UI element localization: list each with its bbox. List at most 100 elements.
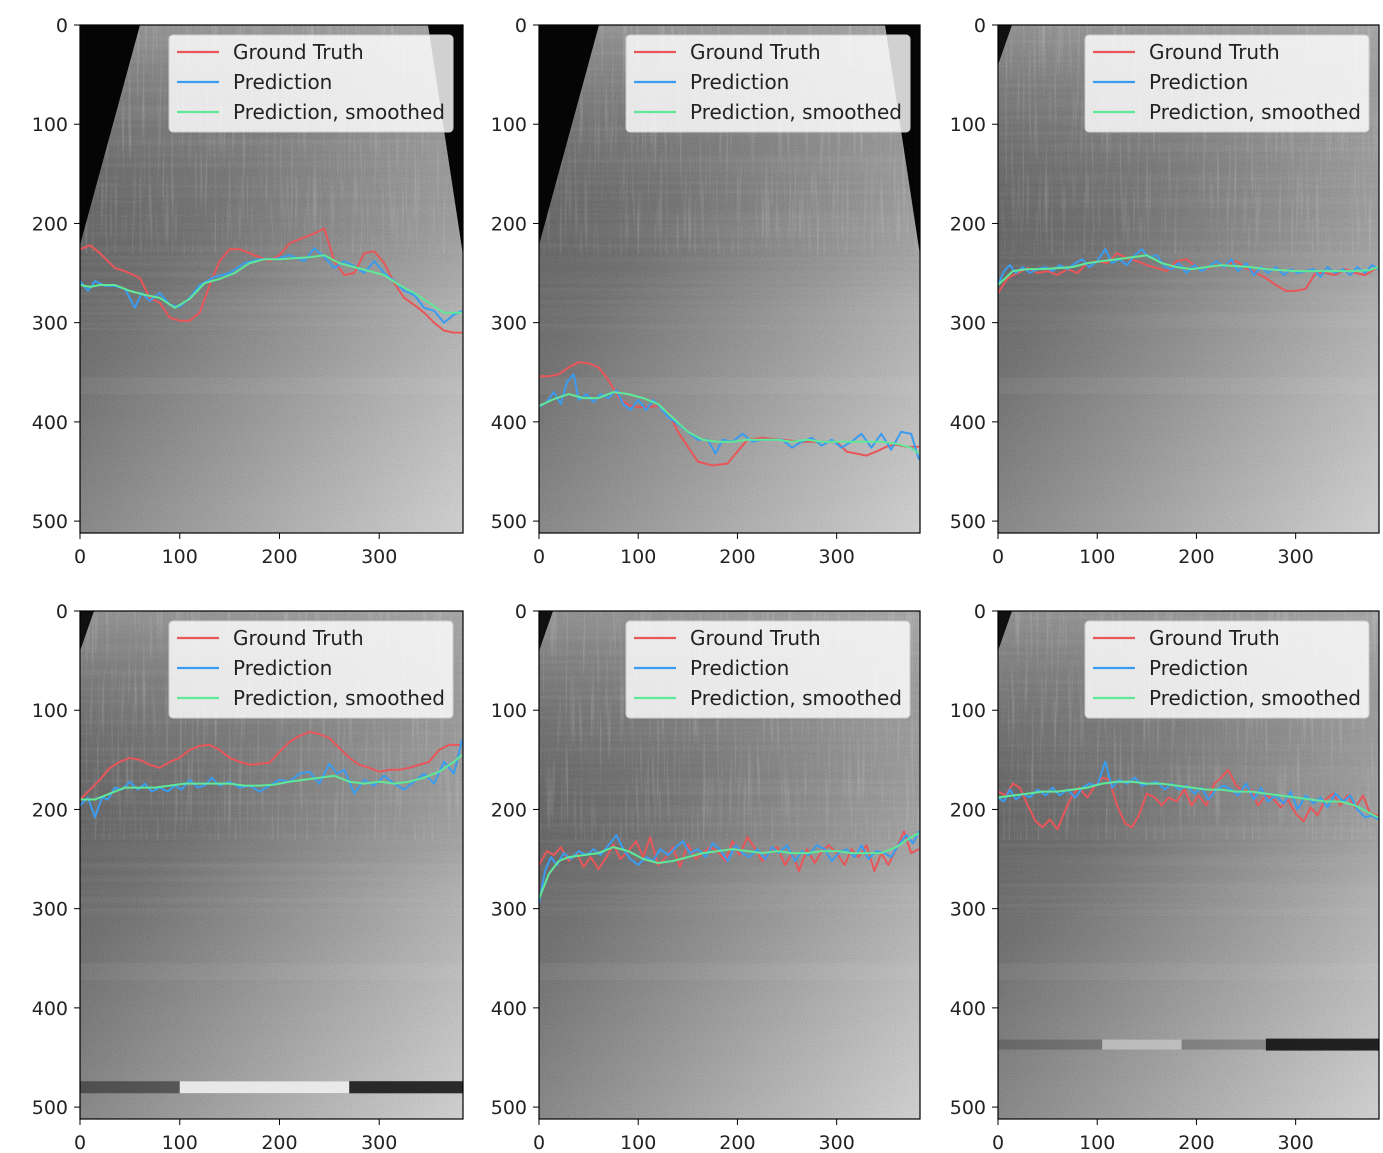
y-tick-label: 300: [491, 899, 527, 921]
x-tick-label: 0: [74, 546, 86, 568]
x-tick-label: 100: [1079, 1132, 1115, 1153]
y-tick-label: 0: [974, 601, 986, 623]
axes-frame: [538, 24, 921, 534]
series-line-prediction-smoothed: [80, 754, 463, 801]
legend-box: [168, 34, 454, 133]
subplot-4: 0 100 200 300 400 500 0 100 200 300 Ground Truth Pr…: [32, 601, 464, 1153]
series-line-prediction-smoothed: [539, 832, 920, 900]
y-tick-label: 0: [515, 15, 527, 37]
legend: Ground Truth Prediction Prediction, smooth…: [168, 620, 454, 719]
y-tick-label: 400: [950, 412, 986, 434]
series-line-prediction-smoothed: [998, 780, 1379, 819]
legend-label: Prediction: [1149, 656, 1248, 680]
axes-frame: [79, 24, 464, 534]
x-tick-label: 300: [361, 1132, 397, 1153]
y-tick-label: 100: [950, 114, 986, 136]
y-tick-label: 300: [950, 313, 986, 335]
x-tick-label: 0: [533, 546, 545, 568]
legend-label: Ground Truth: [1149, 626, 1280, 650]
y-tick-label: 400: [32, 412, 68, 434]
legend-label: Ground Truth: [233, 626, 364, 650]
series-line-ground-truth: [80, 227, 462, 334]
legend-label: Prediction, smoothed: [233, 100, 445, 124]
series-line-ground-truth: [80, 731, 462, 801]
legend-label: Prediction: [690, 70, 789, 94]
legend: Ground Truth Prediction Prediction, smooth…: [625, 620, 911, 719]
series-line-prediction-smoothed: [539, 391, 920, 455]
legend-label: Prediction, smoothed: [690, 686, 902, 710]
x-tick-label: 200: [1178, 546, 1214, 568]
x-tick-label: 0: [74, 1132, 86, 1153]
legend-label: Ground Truth: [690, 626, 821, 650]
y-tick-label: 500: [950, 511, 986, 533]
y-tick-label: 100: [32, 114, 68, 136]
x-tick-label: 100: [620, 1132, 656, 1153]
y-tick-label: 300: [491, 313, 527, 335]
subplot-2: 0 100 200 300 400 500 0 100 200 300 Ground Truth Pr…: [491, 15, 921, 568]
y-tick-label: 300: [32, 899, 68, 921]
y-tick-label: 400: [32, 998, 68, 1020]
y-tick-label: 500: [32, 1097, 68, 1119]
x-tick-label: 0: [992, 1132, 1004, 1153]
legend-label: Prediction: [233, 70, 332, 94]
series-line-ground-truth: [998, 768, 1379, 831]
x-tick-label: 200: [261, 1132, 297, 1153]
x-tick-label: 100: [162, 1132, 198, 1153]
subplot-3: 0 100 200 300 400 500 0 100 200 300 Ground Truth Pr…: [950, 15, 1380, 568]
y-tick-label: 100: [950, 700, 986, 722]
legend-label: Prediction, smoothed: [1149, 686, 1361, 710]
legend-label: Prediction, smoothed: [690, 100, 902, 124]
axes-frame: [997, 610, 1380, 1120]
series-line-prediction: [998, 760, 1379, 821]
x-tick-label: 300: [1278, 546, 1314, 568]
x-tick-label: 300: [361, 546, 397, 568]
legend-label: Prediction: [233, 656, 332, 680]
y-tick-label: 500: [950, 1097, 986, 1119]
x-tick-label: 100: [1079, 546, 1115, 568]
x-tick-label: 200: [1178, 1132, 1214, 1153]
legend: Ground Truth Prediction Prediction, smooth…: [168, 34, 454, 133]
x-tick-label: 100: [162, 546, 198, 568]
y-tick-label: 0: [56, 15, 68, 37]
legend-box: [1084, 620, 1370, 719]
y-tick-label: 200: [491, 799, 527, 821]
axes-frame: [538, 610, 921, 1120]
y-tick-label: 0: [515, 601, 527, 623]
series-line-ground-truth: [539, 361, 919, 467]
legend: Ground Truth Prediction Prediction, smooth…: [1084, 620, 1370, 719]
x-tick-label: 300: [819, 546, 855, 568]
legend-box: [1084, 34, 1370, 133]
series-line-ground-truth: [998, 252, 1379, 294]
x-tick-label: 0: [992, 546, 1004, 568]
y-tick-label: 200: [32, 799, 68, 821]
y-tick-label: 200: [491, 213, 527, 235]
legend: Ground Truth Prediction Prediction, smooth…: [625, 34, 911, 133]
x-tick-label: 200: [719, 1132, 755, 1153]
y-tick-label: 400: [491, 412, 527, 434]
y-tick-label: 300: [950, 899, 986, 921]
legend-label: Prediction, smoothed: [233, 686, 445, 710]
axes-frame: [79, 610, 464, 1120]
y-tick-label: 400: [491, 998, 527, 1020]
y-tick-label: 200: [950, 213, 986, 235]
legend-label: Ground Truth: [690, 40, 821, 64]
y-tick-label: 400: [950, 998, 986, 1020]
legend: Ground Truth Prediction Prediction, smooth…: [1084, 34, 1370, 133]
y-tick-label: 100: [491, 114, 527, 136]
x-tick-label: 300: [819, 1132, 855, 1153]
y-tick-label: 100: [32, 700, 68, 722]
legend-box: [625, 34, 911, 133]
x-tick-label: 200: [719, 546, 755, 568]
axes-frame: [997, 24, 1380, 534]
y-tick-label: 0: [56, 601, 68, 623]
y-tick-label: 100: [491, 700, 527, 722]
x-tick-label: 100: [620, 546, 656, 568]
legend-label: Prediction: [1149, 70, 1248, 94]
legend-box: [168, 620, 454, 719]
series-line-prediction-smoothed: [80, 254, 462, 314]
x-tick-label: 0: [533, 1132, 545, 1153]
subplot-5: 0 100 200 300 400 500 0 100 200 300 Ground Truth Pr…: [491, 601, 921, 1153]
legend-label: Ground Truth: [233, 40, 364, 64]
legend-box: [625, 620, 911, 719]
